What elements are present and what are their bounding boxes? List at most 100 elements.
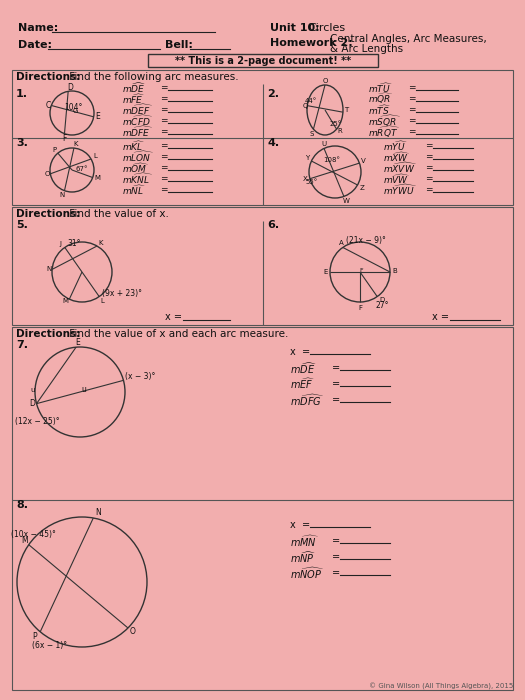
Text: D: D bbox=[379, 297, 384, 302]
Text: $m\widehat{XVW}$: $m\widehat{XVW}$ bbox=[383, 161, 417, 175]
Text: $m\widehat{LON}$: $m\widehat{LON}$ bbox=[122, 150, 154, 164]
Text: Z: Z bbox=[360, 185, 364, 191]
Text: T: T bbox=[344, 107, 348, 113]
Text: L: L bbox=[100, 298, 104, 304]
Text: $m\widehat{RQT}$: $m\widehat{RQT}$ bbox=[368, 125, 401, 139]
Text: 44°: 44° bbox=[305, 98, 317, 104]
Text: R: R bbox=[338, 128, 342, 134]
Text: Find the value of x.: Find the value of x. bbox=[66, 209, 169, 219]
Text: F: F bbox=[359, 267, 363, 272]
Text: F: F bbox=[62, 134, 67, 144]
Text: x =: x = bbox=[432, 312, 452, 322]
Text: 55°: 55° bbox=[305, 179, 317, 185]
Text: $m\widehat{KL}$: $m\widehat{KL}$ bbox=[122, 139, 145, 153]
Text: =: = bbox=[160, 106, 167, 115]
Text: 31°: 31° bbox=[68, 239, 81, 248]
Text: 104°: 104° bbox=[64, 102, 82, 111]
Text: Find the following arc measures.: Find the following arc measures. bbox=[66, 72, 239, 82]
Text: ** This is a 2-page document! **: ** This is a 2-page document! ** bbox=[175, 55, 351, 66]
Text: A: A bbox=[339, 240, 343, 246]
Text: u: u bbox=[30, 386, 35, 393]
Text: O: O bbox=[44, 171, 50, 177]
Text: Directions:: Directions: bbox=[16, 329, 80, 339]
Text: B: B bbox=[392, 268, 397, 274]
Text: $m\widehat{DFG}$: $m\widehat{DFG}$ bbox=[290, 392, 324, 407]
Text: =: = bbox=[302, 347, 310, 357]
Text: =: = bbox=[408, 116, 415, 125]
Text: & Arc Lengths: & Arc Lengths bbox=[330, 44, 403, 54]
Text: x =: x = bbox=[165, 312, 185, 322]
Text: =: = bbox=[332, 536, 340, 546]
Text: Central Angles, Arc Measures,: Central Angles, Arc Measures, bbox=[330, 34, 487, 44]
Text: =: = bbox=[425, 186, 433, 195]
Bar bbox=[148, 54, 378, 67]
Text: Bell:: Bell: bbox=[165, 40, 193, 50]
Text: $m\widehat{OM}$: $m\widehat{OM}$ bbox=[122, 161, 149, 175]
Text: C: C bbox=[45, 101, 50, 110]
Text: $m\widehat{EF}$: $m\widehat{EF}$ bbox=[290, 377, 315, 391]
Text: =: = bbox=[160, 164, 167, 172]
Text: Circles: Circles bbox=[308, 23, 345, 33]
Text: (21x − 9)°: (21x − 9)° bbox=[346, 236, 386, 245]
Text: L: L bbox=[93, 153, 97, 159]
Text: u: u bbox=[81, 386, 86, 395]
Text: (12x − 25)°: (12x − 25)° bbox=[15, 417, 59, 426]
Text: 2.: 2. bbox=[267, 89, 279, 99]
Text: Find the value of x and each arc measure.: Find the value of x and each arc measure… bbox=[66, 329, 288, 339]
Text: D: D bbox=[67, 83, 73, 92]
Text: U: U bbox=[321, 141, 326, 148]
Text: E: E bbox=[75, 337, 80, 346]
Text: =: = bbox=[160, 116, 167, 125]
Bar bbox=[12, 327, 513, 690]
Text: =: = bbox=[160, 153, 167, 162]
Text: =: = bbox=[408, 127, 415, 136]
Text: S: S bbox=[309, 131, 314, 137]
Text: (x − 3)°: (x − 3)° bbox=[125, 372, 156, 381]
Text: =: = bbox=[160, 141, 167, 150]
Text: M: M bbox=[94, 174, 101, 181]
Text: $m\widehat{NL}$: $m\widehat{NL}$ bbox=[122, 183, 146, 197]
Text: Unit 10:: Unit 10: bbox=[270, 23, 320, 33]
Text: 6.: 6. bbox=[267, 220, 279, 230]
Text: =: = bbox=[332, 363, 340, 373]
Text: E: E bbox=[323, 269, 328, 275]
Text: $m\widehat{NP}$: $m\widehat{NP}$ bbox=[290, 550, 316, 565]
Text: =: = bbox=[332, 552, 340, 562]
Text: J: J bbox=[60, 241, 62, 247]
Text: $m\widehat{SQR}$: $m\widehat{SQR}$ bbox=[368, 113, 401, 129]
Text: Y: Y bbox=[306, 155, 310, 161]
Text: P: P bbox=[32, 632, 37, 641]
Text: K: K bbox=[98, 240, 102, 246]
Text: 8.: 8. bbox=[16, 500, 28, 510]
Text: =: = bbox=[160, 186, 167, 195]
Text: E: E bbox=[96, 112, 100, 121]
Text: 27°: 27° bbox=[375, 301, 388, 310]
Text: X: X bbox=[303, 176, 308, 182]
Text: =: = bbox=[160, 94, 167, 104]
Text: $m\widehat{DEF}$: $m\widehat{DEF}$ bbox=[122, 103, 153, 117]
Text: =: = bbox=[425, 164, 433, 172]
Text: N: N bbox=[95, 508, 101, 517]
Text: F: F bbox=[358, 305, 362, 311]
Text: O: O bbox=[130, 627, 136, 636]
Text: D: D bbox=[29, 399, 35, 408]
Text: =: = bbox=[425, 141, 433, 150]
Text: G: G bbox=[73, 108, 78, 114]
Text: 67°: 67° bbox=[75, 166, 88, 172]
Text: $m\widehat{MN}$: $m\widehat{MN}$ bbox=[290, 533, 319, 549]
Text: =: = bbox=[408, 83, 415, 92]
Text: Directions:: Directions: bbox=[16, 209, 80, 219]
Text: $m\widehat{CFD}$: $m\widehat{CFD}$ bbox=[122, 114, 154, 128]
Text: Homework 2:: Homework 2: bbox=[270, 38, 353, 48]
Text: Q: Q bbox=[302, 103, 308, 108]
Text: =: = bbox=[332, 379, 340, 389]
Text: Name:: Name: bbox=[18, 23, 58, 33]
Text: $m\widehat{YWU}$: $m\widehat{YWU}$ bbox=[383, 183, 417, 197]
Text: =: = bbox=[160, 83, 167, 92]
Text: 3.: 3. bbox=[16, 138, 28, 148]
Text: $m\widehat{TS}$: $m\widehat{TS}$ bbox=[368, 103, 392, 117]
Text: (9x + 23)°: (9x + 23)° bbox=[102, 289, 142, 298]
Text: V: V bbox=[361, 158, 366, 164]
Text: 25°: 25° bbox=[330, 121, 342, 127]
Text: x: x bbox=[290, 347, 296, 357]
